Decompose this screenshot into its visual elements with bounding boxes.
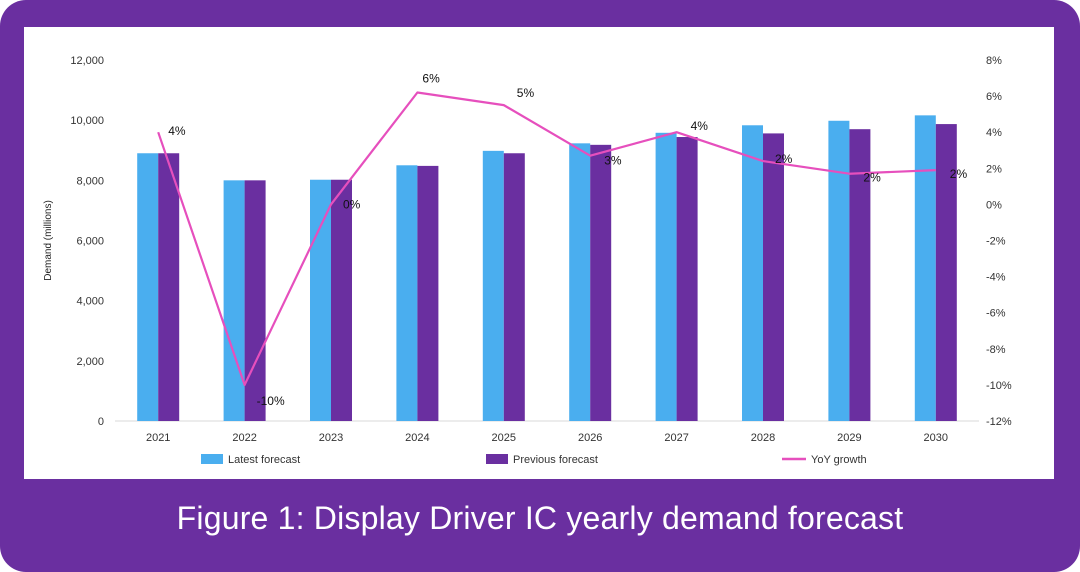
legend-label-latest: Latest forecast [228, 454, 300, 466]
bar-latest-forecast [223, 180, 245, 421]
bar-latest-forecast [655, 132, 677, 421]
y2-tick-label: -8% [986, 344, 1006, 356]
y-tick-label: 4,000 [76, 296, 104, 308]
chart: 0 2,000 4,000 6,000 8,000 10,000 12,000 -12% -10… [43, 55, 1012, 466]
bar-previous-forecast [503, 153, 525, 421]
bar-latest-forecast [742, 125, 763, 422]
bar-previous-forecast [676, 137, 698, 421]
yoy-data-label: -10% [257, 394, 285, 408]
x-tick-label: 2027 [664, 432, 688, 444]
bar-latest-forecast [310, 179, 331, 421]
x-tick-label: 2021 [146, 432, 170, 444]
bar-previous-forecast [244, 180, 266, 421]
legend-label-previous: Previous forecast [513, 454, 598, 466]
x-tick-label: 2030 [924, 432, 948, 444]
x-tick-label: 2022 [232, 432, 256, 444]
y2-tick-label: 2% [986, 163, 1002, 175]
y2-tick-label: -6% [986, 308, 1006, 320]
bar-previous-forecast [763, 133, 784, 422]
y-tick-label: 8,000 [76, 175, 104, 187]
y2-tick-label: 6% [986, 91, 1002, 103]
y-tick-label: 2,000 [76, 356, 104, 368]
y-axis-title: Demand (millions) [43, 200, 54, 281]
x-tick-label: 2023 [319, 432, 343, 444]
x-tick-label: 2025 [492, 432, 516, 444]
bar-latest-forecast [396, 165, 418, 421]
bar-previous-forecast [417, 165, 439, 421]
x-tick-label: 2026 [578, 432, 602, 444]
bar-previous-forecast [158, 153, 180, 421]
yoy-data-label: 4% [691, 119, 709, 133]
y2-tick-label: 4% [986, 127, 1002, 139]
chart-panel: 0 2,000 4,000 6,000 8,000 10,000 12,000 -12% -10… [24, 27, 1054, 479]
y2-tick-label: 0% [986, 199, 1002, 211]
bar-latest-forecast [569, 143, 591, 421]
x-tick-label: 2024 [405, 432, 429, 444]
legend-swatch-previous [486, 454, 508, 464]
y-tick-label: 0 [98, 416, 104, 428]
yoy-data-label: 6% [422, 71, 440, 85]
bar-latest-forecast [482, 150, 504, 421]
bar-latest-forecast [137, 153, 159, 421]
yoy-data-label: 2% [775, 152, 793, 166]
y2-tick-label: 8% [986, 55, 1002, 67]
bar-latest-forecast [914, 115, 936, 421]
legend-swatch-latest [201, 454, 223, 464]
x-tick-label: 2028 [751, 432, 775, 444]
yoy-growth-line [157, 91, 936, 386]
yoy-data-label: 2% [863, 171, 881, 185]
y2-tick-label: -4% [986, 272, 1006, 284]
bar-previous-forecast [935, 124, 957, 421]
y2-tick-label: -10% [986, 380, 1012, 392]
y2-tick-label: -2% [986, 236, 1006, 248]
yoy-data-label: 0% [343, 197, 361, 211]
bar-previous-forecast [849, 129, 871, 422]
legend-label-yoy: YoY growth [811, 454, 867, 466]
yoy-data-label: 3% [604, 154, 622, 168]
x-tick-label: 2029 [837, 432, 861, 444]
yoy-data-label: 4% [168, 124, 186, 138]
y2-tick-label: -12% [986, 416, 1012, 428]
yoy-data-label: 2% [950, 167, 968, 181]
yoy-data-label: 5% [517, 86, 535, 100]
bar-previous-forecast [590, 144, 612, 421]
bar-latest-forecast [828, 120, 850, 421]
y-tick-label: 6,000 [76, 236, 104, 248]
y-tick-label: 10,000 [70, 115, 104, 127]
figure-caption: Figure 1: Display Driver IC yearly deman… [176, 500, 904, 536]
bar-previous-forecast [331, 179, 352, 421]
y-tick-label: 12,000 [70, 55, 104, 67]
